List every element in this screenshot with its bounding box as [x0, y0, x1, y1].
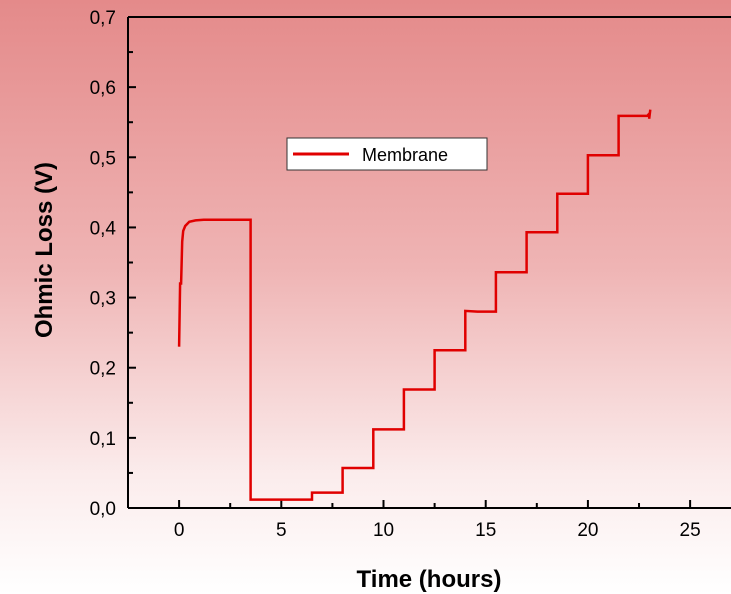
y-axis-title: Ohmic Loss (V): [31, 162, 58, 338]
x-tick-label: 25: [680, 520, 701, 541]
y-tick-label: 0,0: [90, 499, 116, 520]
x-axis-title: Time (hours): [357, 566, 502, 593]
x-tick-label: 0: [174, 520, 185, 541]
legend: Membrane: [286, 137, 488, 171]
x-tick-label: 10: [373, 520, 394, 541]
plot-area: [128, 17, 731, 508]
y-tick-label: 0,2: [90, 359, 116, 380]
tick-labels: 0,0 0,1 0,2 0,3 0,4 0,5 0,6 0,7 0 5 10 15 20 25: [90, 8, 701, 541]
y-tick-label: 0,4: [90, 218, 117, 239]
y-tick-label: 0,5: [90, 148, 116, 169]
x-tick-label: 20: [577, 520, 598, 541]
tick-marks: [128, 16, 692, 509]
y-tick-label: 0,7: [90, 8, 116, 29]
x-tick-label: 15: [475, 520, 496, 541]
series-group: [177, 109, 652, 501]
series-line-membrane: [177, 109, 652, 501]
y-tick-label: 0,6: [90, 78, 116, 99]
y-tick-label: 0,1: [90, 429, 116, 450]
x-tick-label: 5: [276, 520, 287, 541]
legend-label: Membrane: [362, 145, 448, 165]
y-tick-label: 0,3: [90, 289, 116, 310]
